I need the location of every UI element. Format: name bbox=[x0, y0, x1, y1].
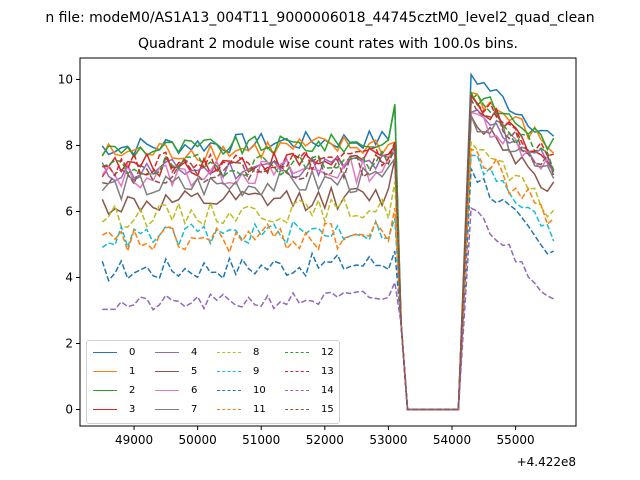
figure-suptitle: n file: modeM0/AS1A13_004T11_9000006018_… bbox=[45, 10, 595, 26]
legend-swatch bbox=[155, 409, 179, 410]
chart-title: Quadrant 2 module wise count rates with … bbox=[138, 36, 518, 52]
legend-swatch bbox=[93, 409, 117, 410]
series-line-12 bbox=[102, 93, 555, 411]
legend-swatch bbox=[285, 352, 309, 353]
y-tick-label: 4 bbox=[65, 270, 73, 284]
legend-swatch bbox=[93, 390, 117, 391]
legend-swatch bbox=[155, 352, 179, 353]
x-tick-label: 50000 bbox=[179, 433, 217, 447]
legend-swatch bbox=[155, 371, 179, 372]
series-group bbox=[101, 72, 555, 411]
y-tick-label: 8 bbox=[65, 138, 73, 152]
x-offset-label: +4.422e8 bbox=[517, 455, 576, 469]
legend-label: 5 bbox=[191, 366, 198, 377]
x-tick-label: 52000 bbox=[306, 433, 344, 447]
y-axis: 0 2 4 6 8 10 bbox=[58, 72, 80, 416]
y-tick-label: 2 bbox=[65, 336, 73, 350]
legend-label: 4 bbox=[191, 347, 198, 358]
legend-swatch bbox=[217, 390, 241, 391]
series-line-7 bbox=[101, 115, 555, 411]
legend-label: 3 bbox=[129, 404, 136, 415]
legend-label: 10 bbox=[253, 385, 266, 396]
x-tick-label: 51000 bbox=[242, 433, 280, 447]
legend-swatch bbox=[93, 371, 117, 372]
legend: 0 1 2 3 4 5 6 7 8 9 10 11 12 13 14 15 bbox=[86, 340, 340, 424]
legend-swatch bbox=[93, 352, 117, 353]
series-line-10 bbox=[101, 168, 554, 411]
legend-swatch bbox=[285, 371, 309, 372]
x-tick-label: 54000 bbox=[433, 433, 471, 447]
legend-label: 13 bbox=[321, 366, 334, 377]
legend-swatch bbox=[285, 390, 309, 391]
y-tick-label: 0 bbox=[65, 402, 73, 416]
x-tick-label: 55000 bbox=[496, 433, 534, 447]
y-tick-label: 6 bbox=[65, 204, 73, 218]
legend-label: 8 bbox=[253, 347, 260, 358]
legend-label: 9 bbox=[253, 366, 260, 377]
legend-label: 14 bbox=[321, 385, 334, 396]
legend-swatch bbox=[217, 352, 241, 353]
series-line-5 bbox=[101, 113, 555, 411]
series-line-11 bbox=[101, 147, 555, 411]
legend-label: 15 bbox=[321, 404, 334, 415]
legend-label: 11 bbox=[253, 404, 266, 415]
x-tick-label: 53000 bbox=[369, 433, 407, 447]
legend-label: 6 bbox=[191, 385, 198, 396]
series-line-8 bbox=[101, 140, 555, 411]
legend-swatch bbox=[217, 371, 241, 372]
legend-label: 2 bbox=[129, 385, 136, 396]
y-tick-label: 10 bbox=[58, 72, 73, 86]
legend-swatch bbox=[155, 390, 179, 391]
series-line-14 bbox=[102, 207, 555, 411]
legend-swatch bbox=[217, 409, 241, 410]
series-line-15 bbox=[102, 96, 555, 411]
x-tick-label: 49000 bbox=[115, 433, 153, 447]
legend-label: 0 bbox=[129, 347, 136, 358]
axes-frame bbox=[79, 57, 577, 427]
legend-label: 1 bbox=[129, 366, 136, 377]
legend-label: 12 bbox=[321, 347, 334, 358]
legend-swatch bbox=[285, 409, 309, 410]
series-line-2 bbox=[101, 89, 555, 411]
x-axis: 49000 50000 51000 52000 53000 54000 55000 bbox=[115, 426, 535, 447]
series-line-13 bbox=[102, 93, 554, 411]
legend-label: 7 bbox=[191, 404, 198, 415]
